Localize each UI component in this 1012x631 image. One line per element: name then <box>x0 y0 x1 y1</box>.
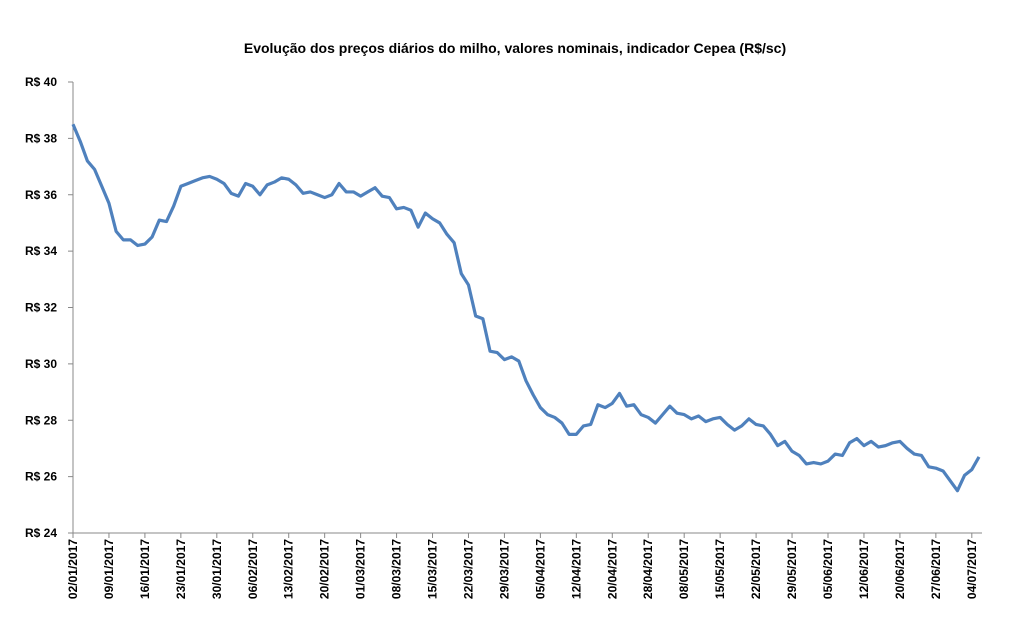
x-tick-label: 15/05/2017 <box>713 539 727 599</box>
y-tick-label: R$ 40 <box>25 75 57 89</box>
x-tick-label: 22/05/2017 <box>749 539 763 599</box>
x-tick-label: 15/03/2017 <box>426 539 440 599</box>
x-tick-label: 13/02/2017 <box>282 539 296 599</box>
x-tick-label: 28/04/2017 <box>641 539 655 599</box>
x-tick-label: 04/07/2017 <box>965 539 979 599</box>
y-tick-label: R$ 28 <box>25 413 57 427</box>
chart-title: Evolução dos preços diários do milho, va… <box>244 40 786 56</box>
x-tick-label: 29/05/2017 <box>785 539 799 599</box>
x-tick-label: 05/04/2017 <box>533 539 547 599</box>
x-tick-label: 01/03/2017 <box>354 539 368 599</box>
y-tick-label: R$ 38 <box>25 131 57 145</box>
x-tick-label: 06/02/2017 <box>246 539 260 599</box>
x-tick-label: 29/03/2017 <box>497 539 511 599</box>
y-tick-label: R$ 36 <box>25 188 57 202</box>
x-tick-label: 12/04/2017 <box>569 539 583 599</box>
y-tick-label: R$ 24 <box>25 526 57 540</box>
x-tick-label: 22/03/2017 <box>461 539 475 599</box>
price-line <box>71 123 981 493</box>
x-tick-label: 20/06/2017 <box>893 539 907 599</box>
x-tick-label: 23/01/2017 <box>174 539 188 599</box>
x-tick-label: 20/04/2017 <box>605 539 619 599</box>
y-tick-label: R$ 34 <box>25 244 57 258</box>
x-tick-label: 30/01/2017 <box>210 539 224 599</box>
x-tick-label: 09/01/2017 <box>102 539 116 599</box>
x-tick-label: 05/06/2017 <box>821 539 835 599</box>
x-tick-label: 16/01/2017 <box>138 539 152 599</box>
y-tick-label: R$ 26 <box>25 470 57 484</box>
x-tick-label: 27/06/2017 <box>929 539 943 599</box>
x-tick-label: 08/05/2017 <box>677 539 691 599</box>
y-tick-label: R$ 32 <box>25 301 57 315</box>
y-tick-label: R$ 30 <box>25 357 57 371</box>
x-tick-label: 08/03/2017 <box>390 539 404 599</box>
x-tick-label: 02/01/2017 <box>66 539 80 599</box>
x-tick-label: 20/02/2017 <box>318 539 332 599</box>
x-tick-label: 12/06/2017 <box>857 539 871 599</box>
